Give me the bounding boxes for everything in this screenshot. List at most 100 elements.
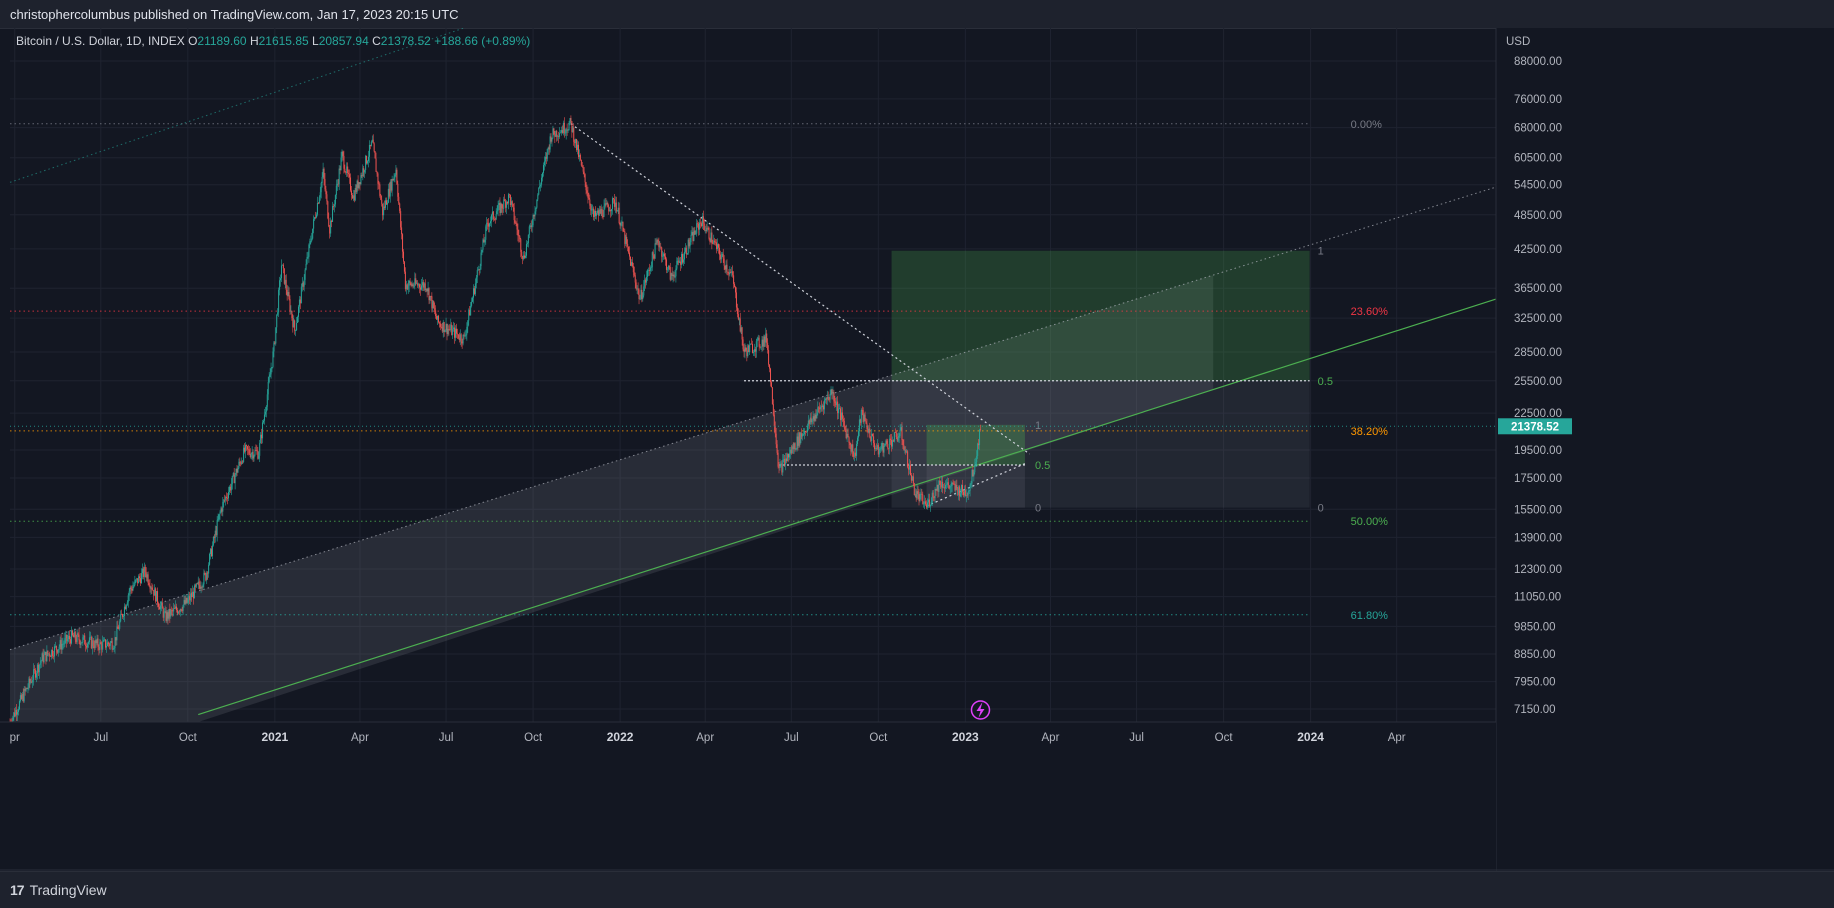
candle-body xyxy=(807,420,809,426)
candle-465 xyxy=(449,324,451,331)
candle-body xyxy=(102,641,104,650)
candle-484 xyxy=(467,320,469,333)
candle-862 xyxy=(824,397,826,404)
candle-body xyxy=(963,490,965,496)
candle-765 xyxy=(733,271,735,289)
candle-body xyxy=(967,491,969,496)
candle-309 xyxy=(301,277,303,292)
candle-body xyxy=(627,243,629,247)
candle-78 xyxy=(83,634,85,640)
candle-791 xyxy=(757,334,759,341)
candle-30 xyxy=(37,662,39,677)
outer-upper-line xyxy=(9,28,465,183)
candle-640 xyxy=(614,196,616,214)
tradingview-brand[interactable]: 17 TradingView xyxy=(10,882,107,898)
candle-body xyxy=(258,455,260,459)
candle-644 xyxy=(618,202,620,225)
candle-body xyxy=(554,134,556,137)
candle-774 xyxy=(741,326,743,346)
candle-body xyxy=(78,634,80,641)
candle-548 xyxy=(527,234,529,248)
candle-body xyxy=(534,211,536,217)
candle-525 xyxy=(506,200,508,214)
candle-381 xyxy=(369,144,371,150)
candle-body xyxy=(827,396,829,399)
candle-body xyxy=(645,279,647,283)
candle-body xyxy=(27,687,29,689)
candle-body xyxy=(430,296,432,297)
candle-219 xyxy=(216,516,218,542)
candle-633 xyxy=(608,204,610,215)
candle-41 xyxy=(48,653,50,657)
candle-body xyxy=(520,239,522,252)
candle-800 xyxy=(766,329,768,349)
candle-782 xyxy=(749,340,751,356)
candle-709 xyxy=(680,257,682,271)
candle-body xyxy=(300,286,302,304)
candle-770 xyxy=(737,308,739,321)
candle-772 xyxy=(739,312,741,333)
candle-body xyxy=(650,267,652,268)
candle-body xyxy=(865,421,867,424)
candle-body xyxy=(29,678,31,683)
candle-398 xyxy=(385,197,387,205)
candle-909 xyxy=(869,422,871,439)
candle-231 xyxy=(228,486,230,501)
candle-1024 xyxy=(978,438,980,450)
candle-body xyxy=(654,243,656,259)
candle-54 xyxy=(60,634,62,654)
candle-941 xyxy=(899,424,901,438)
candle-343 xyxy=(333,199,335,213)
candle-721 xyxy=(691,225,693,236)
candle-209 xyxy=(207,571,209,580)
candle-195 xyxy=(193,583,195,599)
candle-176 xyxy=(175,603,177,613)
candle-319 xyxy=(311,232,313,243)
candle-661 xyxy=(634,272,636,289)
chart-frame[interactable]: 0.00%23.60%38.20%50.00%61.80% 10.5010.50… xyxy=(0,28,1834,871)
candle-body xyxy=(545,156,547,159)
candle-347 xyxy=(337,178,339,187)
candle-body xyxy=(591,209,593,211)
candle-386 xyxy=(374,151,376,159)
candle-body xyxy=(297,316,299,323)
candle-712 xyxy=(682,253,684,267)
x-tick-label-1: Jul xyxy=(93,732,108,744)
candle-792 xyxy=(758,335,760,351)
x-tick-label-11: 2023 xyxy=(952,730,979,744)
candle-body xyxy=(588,197,590,200)
candle-564 xyxy=(542,162,544,177)
candle-650 xyxy=(624,228,626,249)
candle-488 xyxy=(471,297,473,308)
candle-body xyxy=(162,608,164,618)
candle-695 xyxy=(666,267,668,274)
candle-body xyxy=(789,449,791,454)
candle-body xyxy=(349,174,351,178)
candle-body xyxy=(472,288,474,298)
candle-876 xyxy=(838,403,840,420)
candle-body xyxy=(910,475,912,481)
candle-body xyxy=(709,238,711,243)
candle-body xyxy=(902,439,904,446)
candle-body xyxy=(18,701,20,710)
candle-390 xyxy=(378,180,380,190)
candle-212 xyxy=(210,548,212,560)
price-chart[interactable]: 0.00%23.60%38.20%50.00%61.80% 10.5010.50… xyxy=(0,28,1834,871)
lightning-icon[interactable] xyxy=(970,700,991,720)
candle-body xyxy=(295,330,297,331)
candle-382 xyxy=(370,140,372,147)
candle-440 xyxy=(425,288,427,293)
candle-669 xyxy=(642,292,644,302)
candle-body xyxy=(262,420,264,423)
candle-865 xyxy=(827,391,829,401)
candle-251 xyxy=(246,445,248,456)
candle-420 xyxy=(406,283,408,291)
candle-body xyxy=(267,381,269,395)
candle-656 xyxy=(630,256,632,266)
candle-820 xyxy=(785,453,787,471)
candle-body xyxy=(812,416,814,420)
candle-147 xyxy=(148,579,150,587)
candle-body xyxy=(610,210,612,212)
candle-361 xyxy=(350,186,352,201)
candle-body xyxy=(82,637,84,643)
